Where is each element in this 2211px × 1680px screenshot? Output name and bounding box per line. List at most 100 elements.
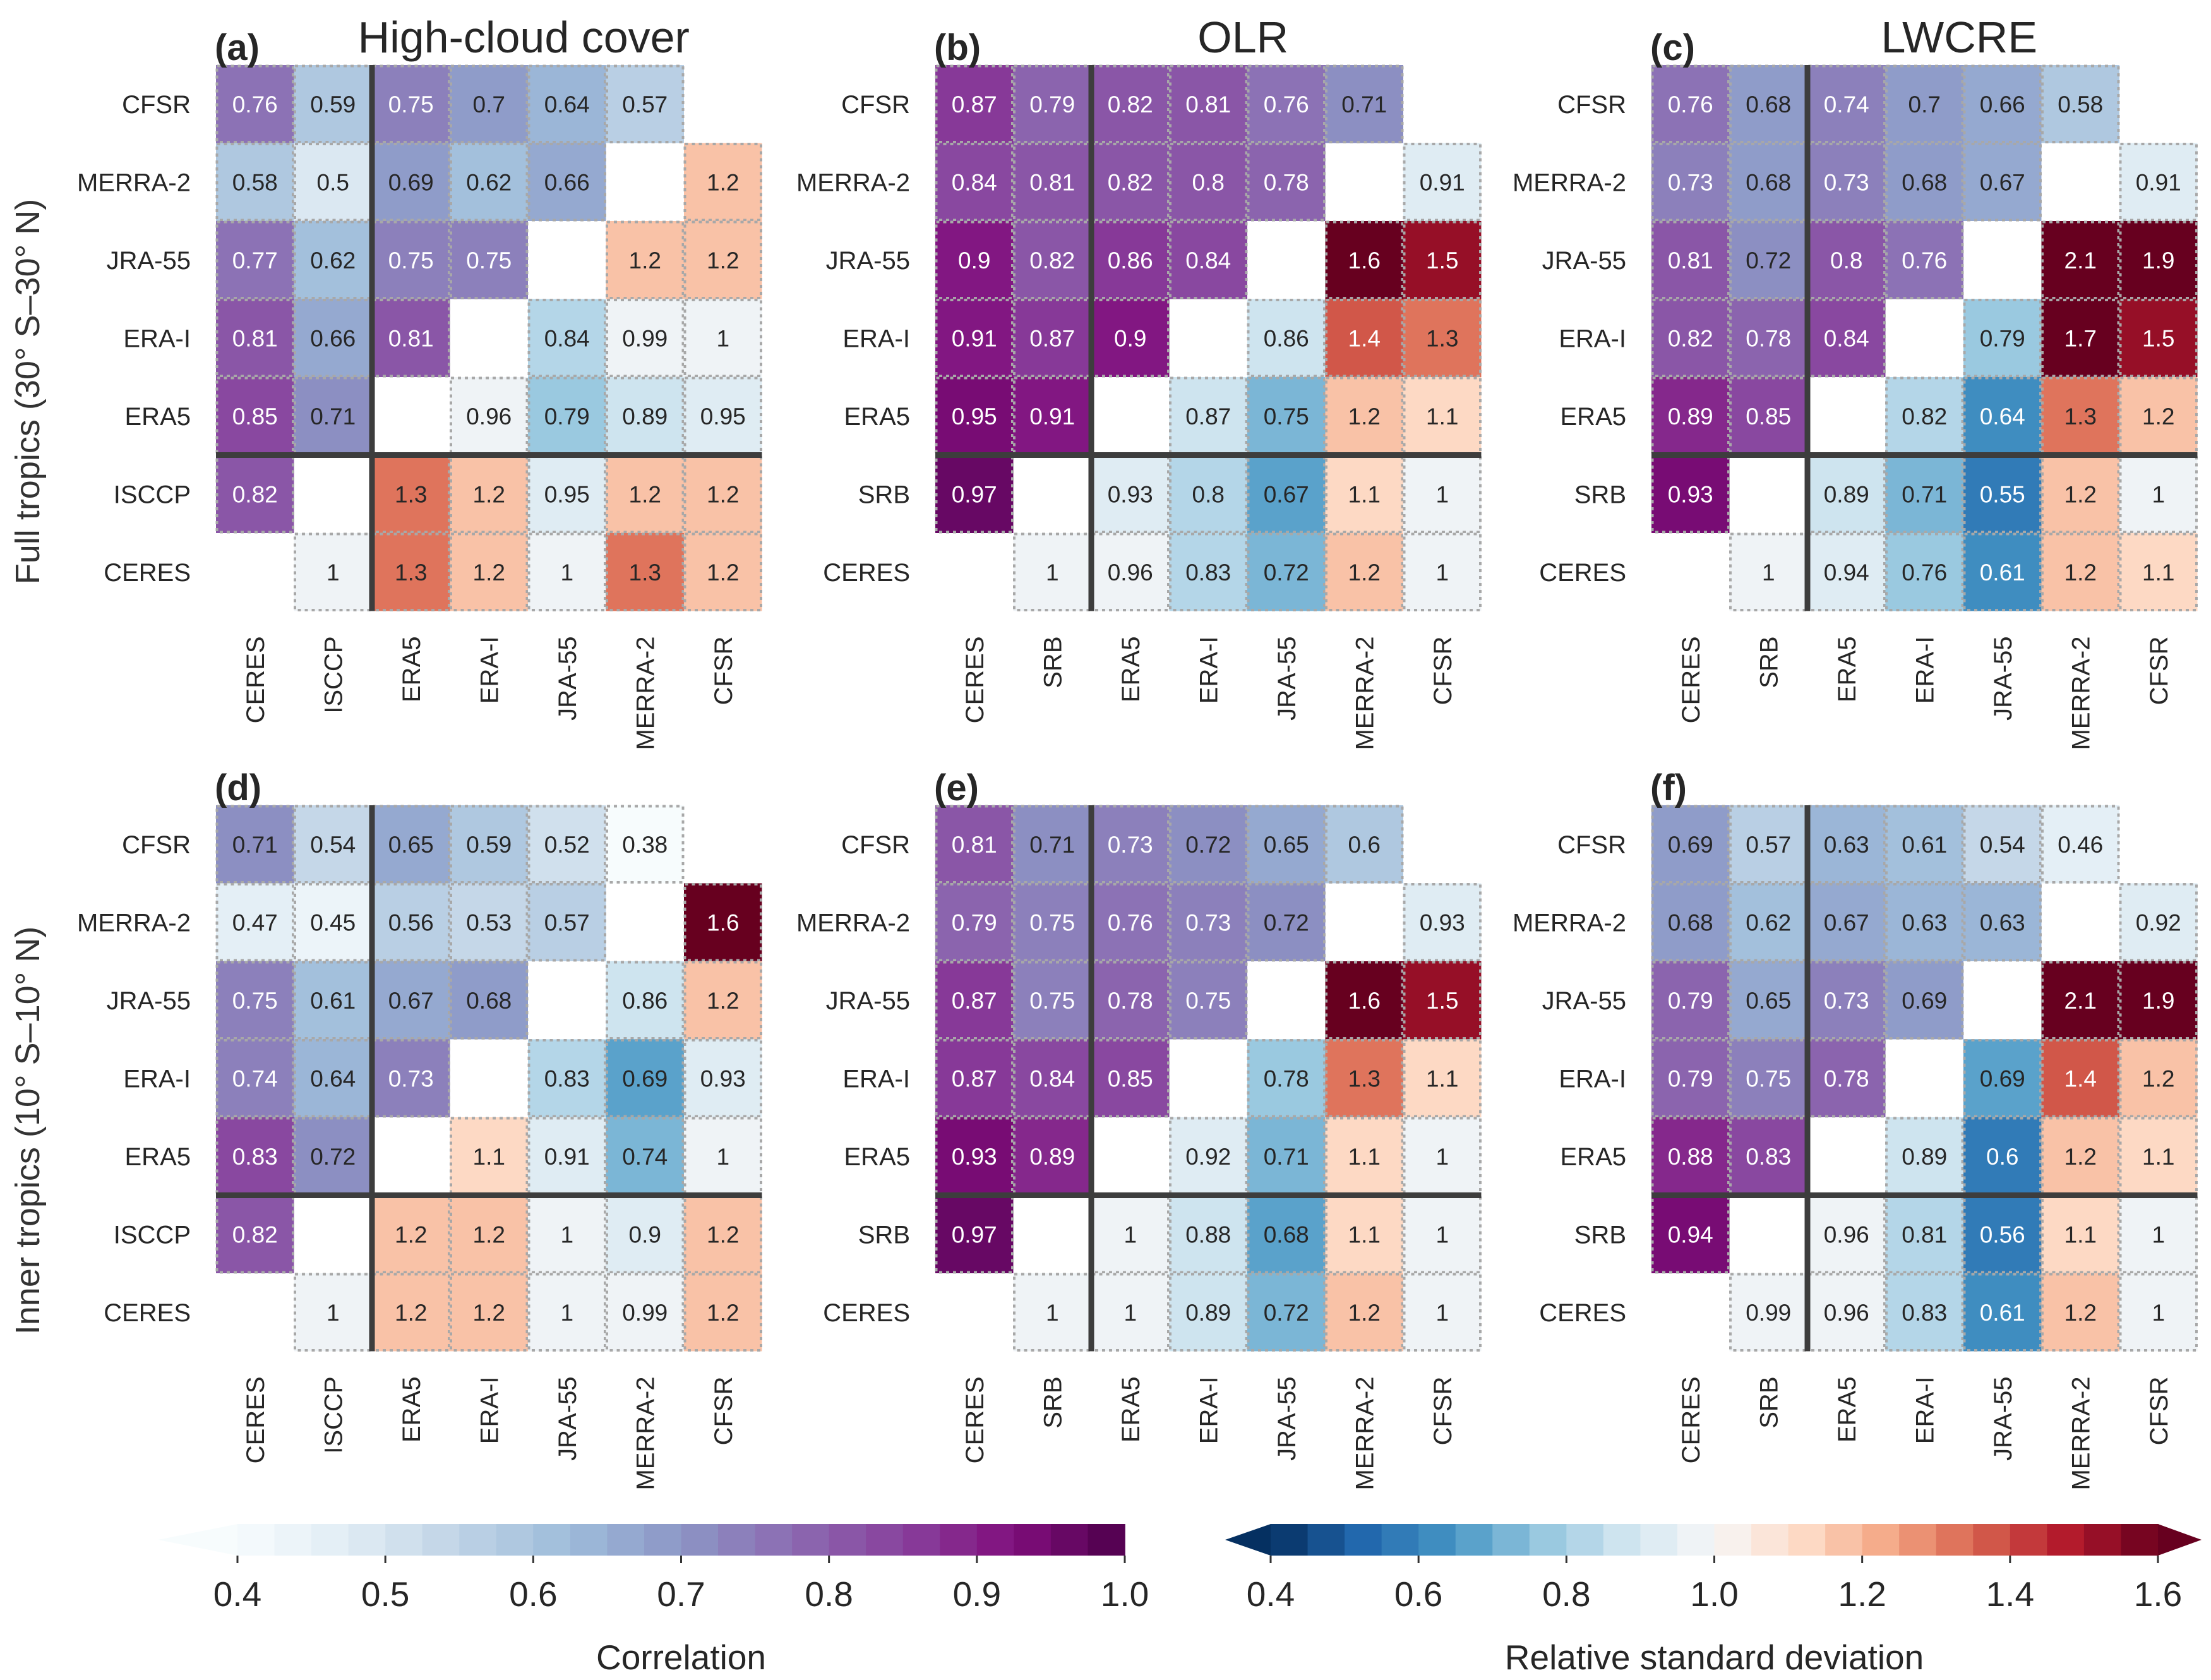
correlation-cell [2041, 65, 2119, 143]
cell-border [2041, 961, 2120, 1040]
cell-value: 0.73 [1668, 169, 1713, 195]
cell-border [1651, 883, 1730, 962]
row-tick-label: CERES [1539, 1299, 1626, 1327]
cell-border [450, 1273, 529, 1352]
row-tick-label: ERA-I [1559, 1065, 1626, 1093]
cell-value: 1 [1435, 560, 1449, 585]
cell-border [683, 143, 762, 222]
row-tick-label: CFSR [1557, 91, 1626, 119]
cell-value: 0.72 [1264, 1300, 1309, 1326]
rsd-cell [2119, 1273, 2198, 1352]
cell-border [1169, 1195, 1248, 1274]
cell-border [1651, 143, 1730, 222]
cell-value: 0.82 [1668, 325, 1713, 351]
cell-value: 1.2 [707, 988, 739, 1014]
rsd-cell [294, 533, 372, 611]
rsd-cell [1885, 377, 1963, 455]
colorbar-bin [1014, 1524, 1052, 1556]
cell-border [1247, 883, 1326, 962]
colorbar-bin [681, 1524, 719, 1556]
correlation-cell [1651, 961, 1730, 1040]
cell-value: 0.92 [1185, 1144, 1231, 1170]
correlation-cell [1729, 143, 1807, 221]
cell-value: 0.84 [1029, 1065, 1075, 1091]
colorbar-label: Relative standard deviation [1505, 1638, 1924, 1677]
colorbar-tick-label: 1.0 [1101, 1575, 1149, 1614]
cell-value: 1.3 [395, 481, 427, 507]
col-tick-label: MERRA-2 [632, 1377, 659, 1491]
rsd-cell [528, 377, 606, 455]
colorbar-bin [385, 1524, 423, 1556]
correlation-cell [1169, 143, 1247, 221]
rsd-cell [2119, 1039, 2198, 1117]
colorbar-bin [422, 1524, 460, 1556]
correlation-cell [216, 1039, 294, 1117]
cell-border [1325, 1039, 1404, 1118]
cell-border [1885, 805, 1964, 884]
colorbar-bin [1418, 1524, 1456, 1556]
cell-border [215, 1195, 294, 1274]
cell-value: 1 [560, 1221, 573, 1247]
cell-value: 1.2 [629, 481, 661, 507]
cell-border [1651, 961, 1730, 1040]
cell-value: 0.74 [1824, 92, 1869, 117]
correlation-cell [1729, 377, 1807, 455]
cell-border [1885, 455, 1964, 534]
row-tick-label: ERA-I [123, 1065, 191, 1093]
cell-value: 0.75 [466, 248, 512, 273]
correlation-cell [2041, 805, 2119, 884]
cell-value: 0.88 [1668, 1144, 1713, 1170]
cell-value: 0.72 [1185, 832, 1231, 858]
cell-value: 0.91 [1420, 169, 1465, 195]
heatmap-panel: 0.71 0.54 0.65 0.59 0.52 0.38 0.47 0.45 0.56 0.53… [77, 767, 762, 1491]
rsd-cell [450, 533, 528, 611]
cell-border [2041, 455, 2120, 534]
cell-border [1963, 1039, 2042, 1118]
cell-border [1325, 1273, 1404, 1352]
row-tick-label: CFSR [122, 91, 191, 119]
row-tick-label: JRA-55 [1542, 987, 1626, 1015]
cell-value: 0.95 [544, 481, 590, 507]
cell-value: 0.79 [1980, 325, 2025, 351]
correlation-cell [528, 65, 606, 143]
cell-border [450, 883, 529, 962]
row-tick-label: MERRA-2 [77, 909, 191, 937]
cell-value: 0.88 [1185, 1221, 1231, 1247]
correlation-cell [1729, 65, 1807, 143]
rsd-cell [2041, 1117, 2119, 1196]
col-tick-label: CERES [1677, 637, 1705, 724]
colorbar-bin [1492, 1524, 1530, 1556]
cell-value: 1 [1762, 560, 1775, 585]
cell-border [935, 455, 1014, 534]
rsd-cell [606, 377, 684, 455]
cell-border [1403, 961, 1482, 1040]
colorbar-tick-label: 0.6 [509, 1575, 557, 1614]
cell-border [1325, 532, 1404, 611]
cell-value: 0.85 [1746, 404, 1791, 429]
colorbar-bin [1714, 1524, 1752, 1556]
cell-value: 0.93 [1420, 909, 1465, 935]
rsd-cell [2119, 961, 2198, 1040]
cell-border [527, 1039, 606, 1118]
col-tick-label: ERA-I [476, 1377, 503, 1444]
cell-border [1169, 455, 1248, 534]
colorbar-bin [1566, 1524, 1604, 1556]
cell-value: 0.78 [1264, 1065, 1309, 1091]
rsd-cell [1807, 533, 1886, 611]
colorbar-bin [2083, 1524, 2122, 1556]
cell-value: 0.61 [310, 988, 356, 1014]
cell-value: 1.3 [2064, 404, 2097, 429]
rsd-cell [2041, 299, 2119, 377]
cell-border [1325, 299, 1404, 378]
cell-value: 1.6 [1348, 248, 1381, 273]
cell-border [683, 1195, 762, 1274]
col-tick-label: MERRA-2 [2067, 637, 2095, 750]
cell-value: 0.81 [1185, 92, 1231, 117]
correlation-cell [372, 221, 450, 299]
cell-value: 0.89 [1668, 404, 1713, 429]
cell-border [215, 1039, 294, 1118]
correlation-cell [1169, 961, 1247, 1040]
row-tick-label: SRB [1574, 1221, 1626, 1249]
cell-value: 0.79 [1668, 988, 1713, 1014]
cell-value: 0.94 [1668, 1221, 1713, 1247]
